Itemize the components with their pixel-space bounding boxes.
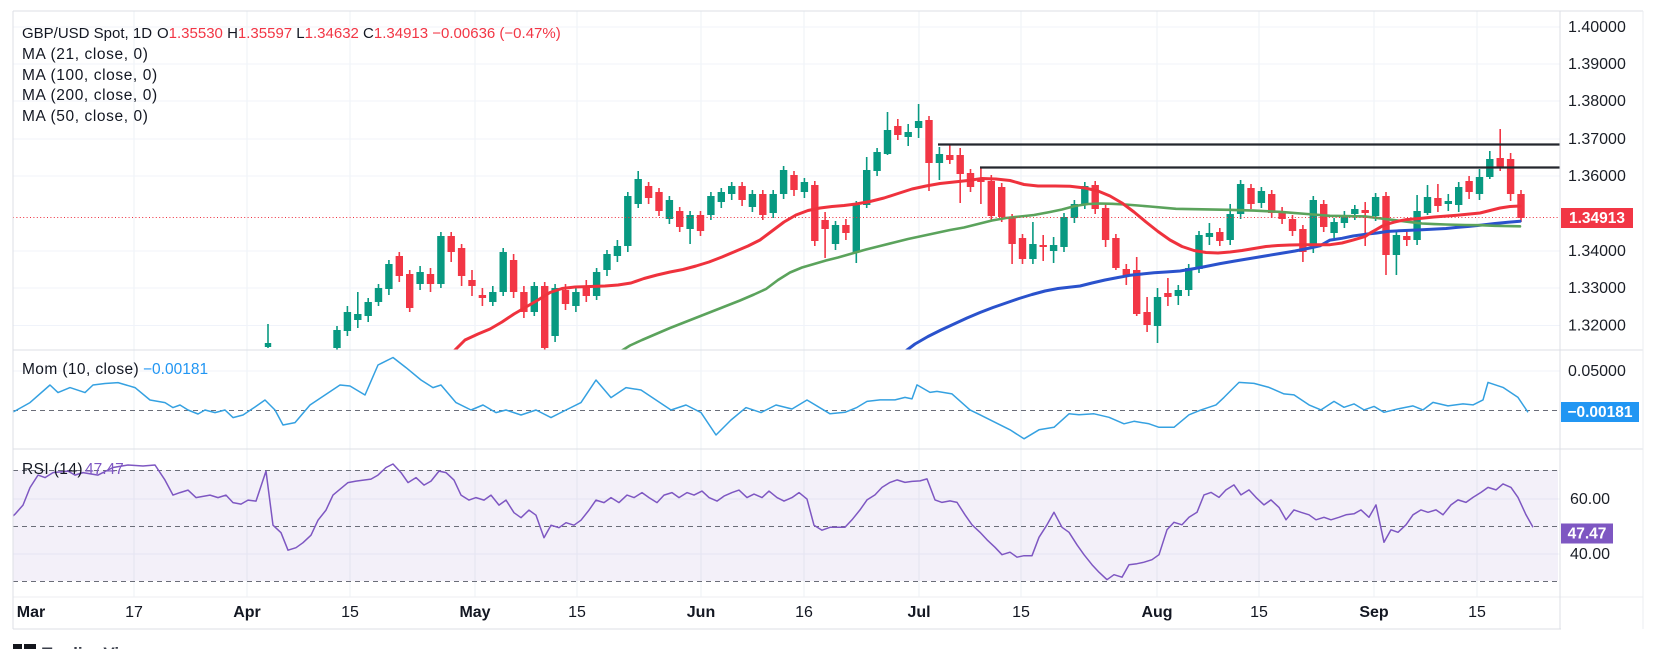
svg-text:TradingView: TradingView [42,644,143,649]
svg-text:1.34913: 1.34913 [1569,210,1625,227]
svg-text:15: 15 [568,604,586,621]
svg-text:Sep: Sep [1359,604,1389,621]
svg-text:47.47: 47.47 [1568,526,1607,543]
svg-text:Jun: Jun [687,604,715,621]
svg-text:GBP/USD Spot, 1D: GBP/USD Spot, 1D [22,25,152,42]
svg-text:−0.00181: −0.00181 [143,361,208,378]
svg-text:MA (100, close, 0): MA (100, close, 0) [22,67,158,84]
svg-text:1.36000: 1.36000 [1568,168,1626,185]
svg-text:60.00: 60.00 [1570,491,1610,508]
svg-text:15: 15 [1468,604,1486,621]
svg-text:1.40000: 1.40000 [1568,19,1626,36]
svg-text:Mar: Mar [17,604,45,621]
svg-text:MA (200, close, 0): MA (200, close, 0) [22,87,158,104]
svg-text:Mom (10, close): Mom (10, close) [22,361,139,378]
svg-text:1.37000: 1.37000 [1568,131,1626,148]
svg-text:RSI (14): RSI (14) [22,461,83,478]
svg-text:1.32000: 1.32000 [1568,318,1626,335]
svg-text:0.05000: 0.05000 [1568,363,1626,380]
svg-text:Aug: Aug [1141,604,1172,621]
svg-text:15: 15 [1012,604,1030,621]
svg-text:1.39000: 1.39000 [1568,56,1626,73]
svg-text:MA (50, close, 0): MA (50, close, 0) [22,108,149,125]
svg-text:1.34000: 1.34000 [1568,243,1626,260]
svg-text:1.38000: 1.38000 [1568,93,1626,110]
svg-text:15: 15 [1250,604,1268,621]
svg-text:1.33000: 1.33000 [1568,280,1626,297]
svg-text:40.00: 40.00 [1570,546,1610,563]
svg-text:May: May [459,604,490,621]
svg-text:15: 15 [341,604,359,621]
svg-text:Jul: Jul [907,604,930,621]
svg-text:47.47: 47.47 [85,461,124,478]
svg-text:−0.00181: −0.00181 [1567,404,1632,421]
svg-text:MA (21, close, 0): MA (21, close, 0) [22,46,149,63]
svg-text:16: 16 [795,604,813,621]
svg-text:17: 17 [125,604,143,621]
svg-text:O1.35530 H1.35597 L1.34632 C1.: O1.35530 H1.35597 L1.34632 C1.34913 −0.0… [157,25,561,42]
svg-text:Apr: Apr [233,604,261,621]
